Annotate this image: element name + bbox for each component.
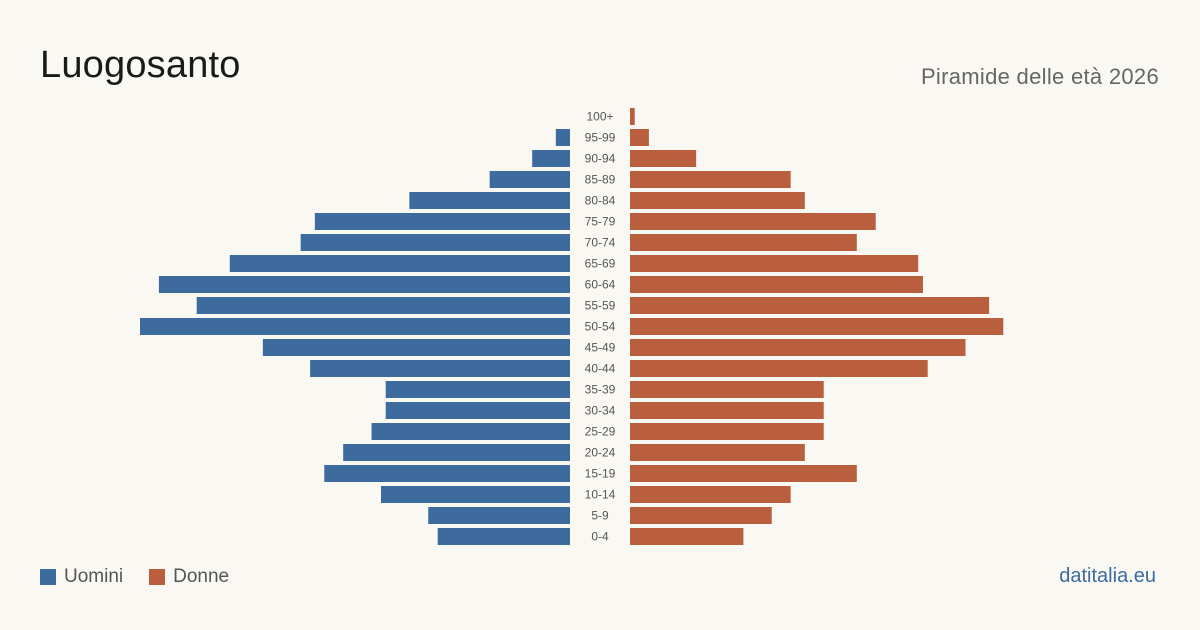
age-label-15-19: 15-19 (585, 467, 616, 481)
bar-women-65-69 (630, 255, 919, 272)
bar-men-30-34 (385, 402, 570, 419)
age-label-95-99: 95-99 (585, 131, 616, 145)
legend-label-women: Donne (173, 566, 230, 587)
bar-women-40-44 (630, 360, 928, 377)
bar-women-80-84 (630, 192, 805, 209)
bar-women-95-99 (630, 129, 649, 146)
age-label-70-74: 70-74 (585, 236, 616, 250)
bar-men-75-79 (314, 213, 570, 230)
bar-men-20-24 (343, 444, 570, 461)
bar-women-35-39 (630, 381, 824, 398)
bar-women-30-34 (630, 402, 824, 419)
age-label-75-79: 75-79 (585, 215, 616, 229)
age-label-100+: 100+ (586, 110, 613, 124)
bar-women-5-9 (630, 507, 772, 524)
age-label-65-69: 65-69 (585, 257, 616, 271)
age-label-0-4: 0-4 (591, 530, 609, 544)
bar-men-10-14 (380, 486, 570, 503)
page-title: Luogosanto (40, 44, 241, 86)
age-label-30-34: 30-34 (585, 404, 616, 418)
bar-women-85-89 (630, 171, 791, 188)
bar-women-15-19 (630, 465, 857, 482)
bar-men-0-4 (437, 528, 570, 545)
age-label-20-24: 20-24 (585, 446, 616, 460)
legend-swatch-men (40, 569, 56, 585)
age-label-80-84: 80-84 (585, 194, 616, 208)
bar-women-100+ (630, 108, 635, 125)
age-label-40-44: 40-44 (585, 362, 616, 376)
legend-label-men: Uomini (64, 566, 124, 587)
bar-women-45-49 (630, 339, 966, 356)
bar-men-95-99 (555, 129, 570, 146)
bar-men-80-84 (409, 192, 570, 209)
bar-men-5-9 (428, 507, 570, 524)
bar-women-0-4 (630, 528, 744, 545)
age-label-85-89: 85-89 (585, 173, 616, 187)
bar-men-35-39 (385, 381, 570, 398)
age-label-90-94: 90-94 (585, 152, 616, 166)
bar-women-20-24 (630, 444, 805, 461)
bar-men-40-44 (310, 360, 570, 377)
bar-women-50-54 (630, 318, 1004, 335)
legend-item-men: Uomini (40, 566, 123, 588)
bar-men-70-74 (300, 234, 570, 251)
bar-men-45-49 (262, 339, 570, 356)
bar-men-85-89 (489, 171, 570, 188)
legend: Uomini Donne (40, 566, 255, 588)
legend-swatch-women (149, 569, 166, 585)
age-label-35-39: 35-39 (585, 383, 616, 397)
age-label-45-49: 45-49 (585, 341, 616, 355)
age-label-60-64: 60-64 (585, 278, 616, 292)
age-label-10-14: 10-14 (585, 488, 616, 502)
chart-subtitle: Piramide delle età 2026 (920, 64, 1159, 89)
bar-women-25-29 (630, 423, 824, 440)
age-label-55-59: 55-59 (585, 299, 616, 313)
bar-men-25-29 (371, 423, 570, 440)
bar-women-60-64 (630, 276, 923, 293)
bar-women-55-59 (630, 297, 990, 314)
bar-men-60-64 (158, 276, 570, 293)
bar-women-90-94 (630, 150, 697, 167)
age-label-25-29: 25-29 (585, 425, 616, 439)
bar-women-75-79 (630, 213, 876, 230)
bar-men-15-19 (324, 465, 570, 482)
bar-men-55-59 (196, 297, 570, 314)
age-label-5-9: 5-9 (591, 509, 609, 523)
legend-item-women: Donne (149, 566, 229, 588)
brand-link[interactable]: datitalia.eu (1059, 565, 1156, 587)
bar-women-70-74 (630, 234, 857, 251)
bar-men-65-69 (229, 255, 570, 272)
bar-women-10-14 (630, 486, 791, 503)
bar-men-50-54 (140, 318, 570, 335)
bar-men-90-94 (532, 150, 570, 167)
age-label-50-54: 50-54 (585, 320, 616, 334)
